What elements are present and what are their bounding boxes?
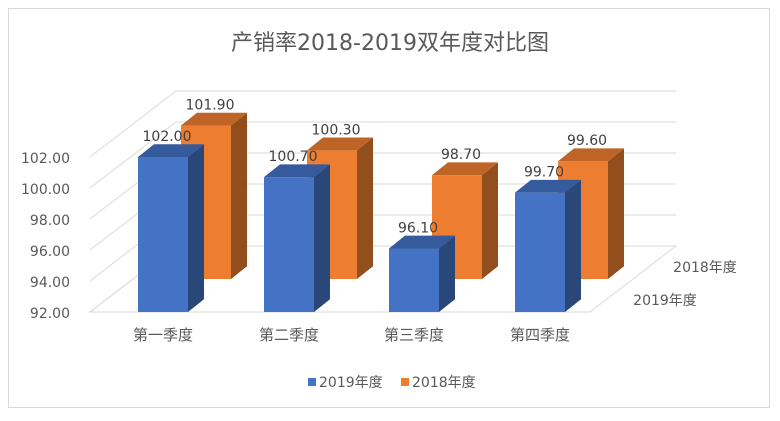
bar-side xyxy=(188,144,204,312)
x-tick-label: 第三季度 xyxy=(384,326,444,344)
bar: 101.90 xyxy=(181,98,247,279)
bar-side xyxy=(357,137,373,279)
bar-top xyxy=(515,179,581,193)
chart-title: 产销率2018-2019双年度对比图 xyxy=(231,31,549,56)
depth-axis-label: 2018年度 xyxy=(673,260,737,276)
legend-item: 2019年度 xyxy=(308,375,383,391)
bar-top xyxy=(264,164,330,178)
legend-swatch xyxy=(308,378,316,386)
bar-side xyxy=(231,112,247,279)
chart-frame xyxy=(8,8,770,408)
bar-front xyxy=(515,192,565,312)
bar-top xyxy=(181,112,247,126)
data-label: 101.90 xyxy=(186,98,235,114)
data-label: 98.70 xyxy=(441,147,481,163)
y-tick-label: 94.00 xyxy=(30,275,70,291)
data-label: 102.00 xyxy=(143,129,192,145)
bar: 96.10 xyxy=(389,220,455,312)
bar-side xyxy=(565,179,581,312)
bar-top xyxy=(138,144,204,157)
y-tick-label: 98.00 xyxy=(30,213,70,229)
bar-front xyxy=(389,248,439,312)
bar-side xyxy=(608,148,624,279)
bar-front xyxy=(264,177,314,312)
bar-front xyxy=(138,157,188,312)
y-tick-label: 96.00 xyxy=(30,244,70,260)
legend-item: 2018年度 xyxy=(401,375,476,391)
bar: 100.70 xyxy=(264,149,330,312)
gridline-side xyxy=(89,90,177,158)
data-label: 100.30 xyxy=(312,122,361,138)
depth-axis-label: 2019年度 xyxy=(633,293,697,309)
y-tick-label: 92.00 xyxy=(30,306,70,322)
legend-swatch xyxy=(401,378,409,386)
bar: 102.00 xyxy=(138,129,204,312)
data-label: 96.10 xyxy=(398,220,438,236)
x-tick-label: 第四季度 xyxy=(510,326,570,344)
gridline-side xyxy=(89,121,177,189)
bar: 99.70 xyxy=(515,165,581,312)
bar-side xyxy=(482,162,498,279)
bar: 98.70 xyxy=(432,147,498,279)
bar-top xyxy=(307,137,373,151)
data-label: 100.70 xyxy=(269,149,318,165)
data-label: 99.60 xyxy=(567,133,607,149)
legend-label: 2019年度 xyxy=(319,375,383,391)
bar-side xyxy=(314,164,330,312)
bar-side xyxy=(439,235,455,312)
bar-top xyxy=(389,235,455,249)
y-tick-label: 102.00 xyxy=(21,151,70,167)
y-tick-label: 100.00 xyxy=(21,182,70,198)
x-tick-label: 第一季度 xyxy=(133,326,193,344)
legend-label: 2018年度 xyxy=(412,375,476,391)
data-label: 99.70 xyxy=(524,165,564,181)
bar-top xyxy=(432,162,498,176)
x-tick-label: 第二季度 xyxy=(259,326,319,344)
bar-top xyxy=(558,148,624,162)
